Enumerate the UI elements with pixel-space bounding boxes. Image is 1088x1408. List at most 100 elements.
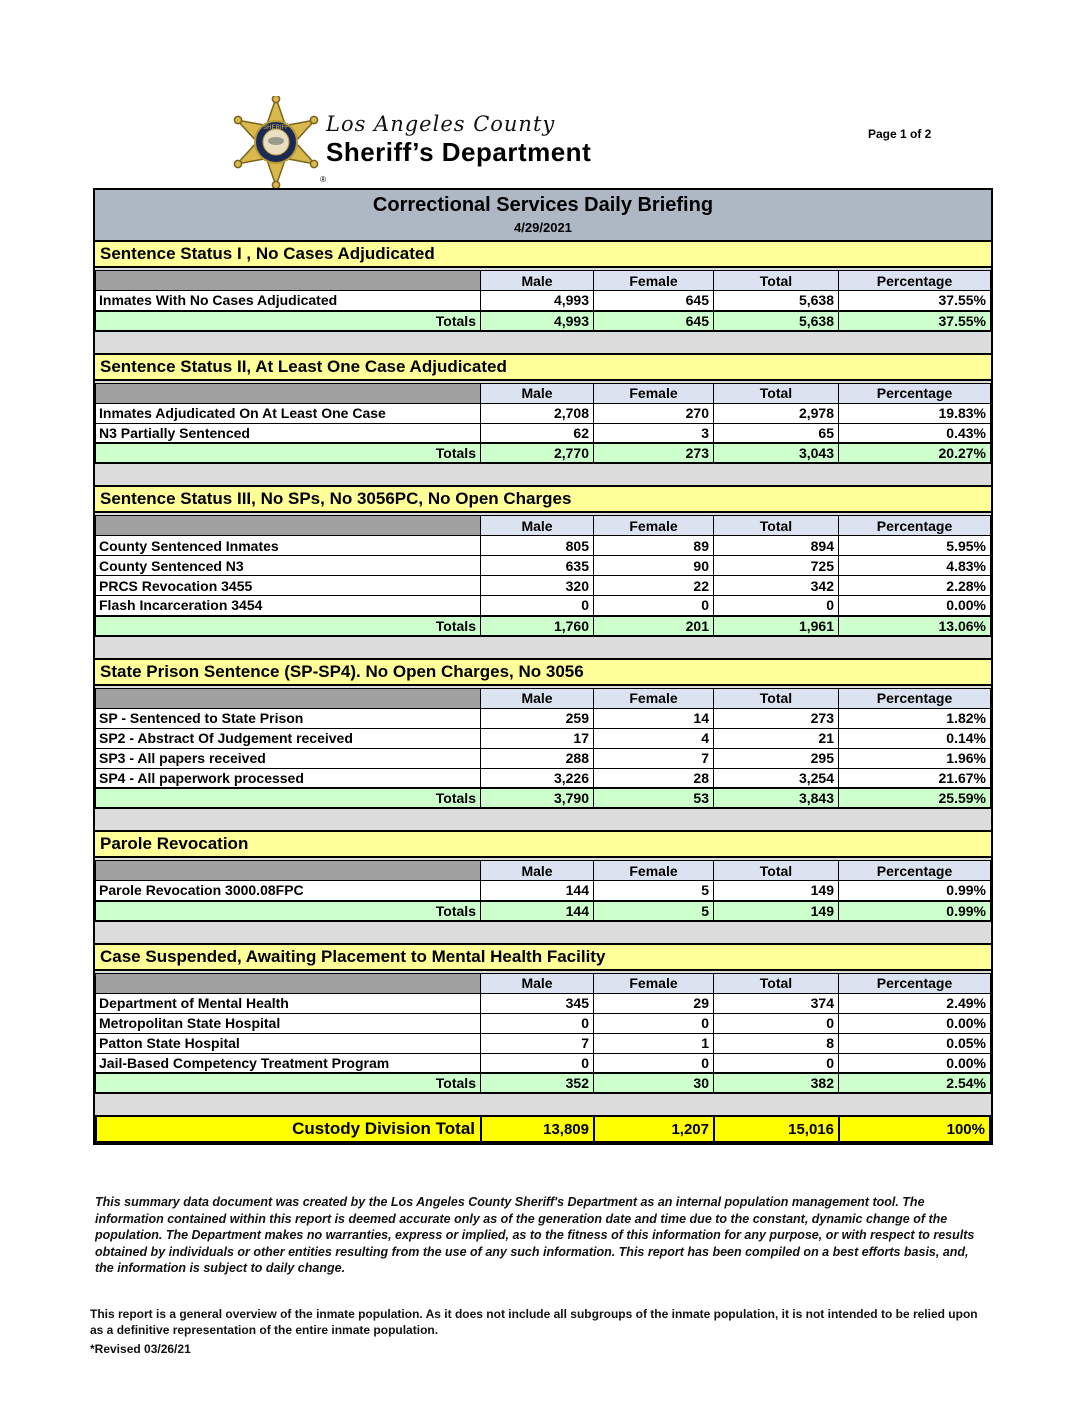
section-table: Male Female Total Percentage Department …	[95, 972, 991, 1094]
grand-total-percentage: 100%	[838, 1115, 991, 1143]
column-header-spacer	[95, 972, 481, 994]
totals-male: 4,993	[480, 309, 594, 332]
totals-male: 3,790	[480, 787, 594, 809]
column-header-spacer	[95, 860, 481, 881]
table-row: Inmates With No Cases Adjudicated 4,993 64…	[95, 290, 991, 311]
column-header-spacer	[95, 270, 481, 291]
row-total: 8	[713, 1032, 839, 1054]
column-header-male: Male	[480, 382, 594, 404]
row-female: 29	[593, 992, 714, 1014]
column-header-female: Female	[593, 382, 714, 404]
column-header-female: Female	[593, 972, 714, 994]
column-header-male: Male	[480, 860, 594, 881]
totals-row: Totals 2,770 273 3,043 20.27%	[95, 442, 991, 464]
section-header: Sentence Status III, No SPs, No 3056PC, …	[95, 485, 991, 513]
row-male: 2,708	[480, 402, 594, 424]
report-sections: Sentence Status I , No Cases Adjudicated…	[95, 240, 991, 1094]
row-total: 295	[713, 747, 839, 769]
row-percentage: 0.43%	[838, 422, 991, 444]
column-header-percentage: Percentage	[838, 860, 991, 881]
agency-header: Los Angeles County Sheriff’s Department	[326, 112, 591, 168]
row-label: County Sentenced Inmates	[95, 535, 481, 556]
row-total: 149	[713, 880, 839, 901]
section-header: Parole Revocation	[95, 830, 991, 858]
row-percentage: 0.14%	[838, 727, 991, 749]
report-title: Correctional Services Daily Briefing	[372, 194, 714, 216]
row-female: 1	[593, 1032, 714, 1054]
table-row: Patton State Hospital 7 1 8 0.05%	[95, 1032, 991, 1054]
report-section: Case Suspended, Awaiting Placement to Me…	[95, 942, 991, 1094]
report-section: Sentence Status III, No SPs, No 3056PC, …	[95, 485, 991, 637]
row-percentage: 2.28%	[838, 575, 991, 596]
table-row: SP3 - All papers received 288 7 295 1.96%	[95, 747, 991, 769]
column-header-total: Total	[713, 972, 839, 994]
totals-male: 144	[480, 899, 594, 922]
column-header-total: Total	[713, 860, 839, 881]
totals-percentage: 2.54%	[838, 1072, 991, 1094]
row-percentage: 5.95%	[838, 535, 991, 556]
row-female: 22	[593, 575, 714, 596]
totals-row: Totals 3,790 53 3,843 25.59%	[95, 787, 991, 809]
column-header-male: Male	[480, 270, 594, 291]
totals-percentage: 0.99%	[838, 899, 991, 922]
page-number: Page 1 of 2	[868, 127, 932, 141]
column-header-male: Male	[480, 515, 594, 536]
table-row: N3 Partially Sentenced 62 3 65 0.43%	[95, 422, 991, 444]
row-male: 3,226	[480, 767, 594, 789]
section-header: Sentence Status I , No Cases Adjudicated	[95, 240, 991, 268]
totals-total: 149	[713, 899, 839, 922]
totals-row: Totals 144 5 149 0.99%	[95, 899, 991, 922]
report-section: Parole Revocation Male Female Total Perc…	[95, 830, 991, 922]
table-row: PRCS Revocation 3455 320 22 342 2.28%	[95, 575, 991, 596]
row-percentage: 2.49%	[838, 992, 991, 1014]
report-section: State Prison Sentence (SP-SP4). No Open …	[95, 657, 991, 809]
row-percentage: 1.96%	[838, 747, 991, 769]
column-header-male: Male	[480, 972, 594, 994]
totals-total: 1,961	[713, 614, 839, 637]
grand-total-total: 15,016	[713, 1115, 840, 1143]
row-male: 7	[480, 1032, 594, 1054]
totals-male: 352	[480, 1072, 594, 1094]
totals-row: Totals 352 30 382 2.54%	[95, 1072, 991, 1094]
grand-total: Custody Division Total 13,809 1,207 15,0…	[95, 1115, 991, 1143]
row-female: 0	[593, 595, 714, 616]
grand-total-label: Custody Division Total	[95, 1115, 482, 1143]
column-header-percentage: Percentage	[838, 382, 991, 404]
section-header: State Prison Sentence (SP-SP4). No Open …	[95, 657, 991, 686]
table-row: County Sentenced Inmates 805 89 894 5.95%	[95, 535, 991, 556]
row-percentage: 0.99%	[838, 880, 991, 901]
row-male: 345	[480, 992, 594, 1014]
totals-label: Totals	[95, 899, 481, 922]
row-male: 0	[480, 595, 594, 616]
row-label: N3 Partially Sentenced	[95, 422, 481, 444]
agency-location: Los Angeles County	[326, 112, 556, 136]
report-block: Correctional Services Daily Briefing 4/2…	[93, 188, 993, 1145]
row-total: 65	[713, 422, 839, 444]
sheriff-star-badge-icon: SHERIFF ®	[230, 94, 326, 190]
column-header-percentage: Percentage	[838, 687, 991, 709]
row-percentage: 37.55%	[838, 290, 991, 311]
column-header-row: Male Female Total Percentage	[95, 972, 991, 994]
row-female: 0	[593, 1052, 714, 1074]
totals-male: 1,760	[480, 614, 594, 637]
row-percentage: 0.00%	[838, 595, 991, 616]
row-male: 17	[480, 727, 594, 749]
totals-row: Totals 4,993 645 5,638 37.55%	[95, 309, 991, 332]
revision-note: *Revised 03/26/21	[90, 1342, 191, 1356]
section-table: Male Female Total Percentage Inmates Wit…	[95, 270, 991, 332]
report-date: 4/29/2021	[514, 220, 572, 235]
totals-total: 3,843	[713, 787, 839, 809]
row-male: 0	[480, 1012, 594, 1034]
row-total: 273	[713, 707, 839, 729]
section-table: Male Female Total Percentage Parole Revo…	[95, 860, 991, 922]
section-table: Male Female Total Percentage County Sent…	[95, 515, 991, 637]
row-label: PRCS Revocation 3455	[95, 575, 481, 596]
row-label: SP4 - All paperwork processed	[95, 767, 481, 789]
totals-percentage: 25.59%	[838, 787, 991, 809]
row-male: 144	[480, 880, 594, 901]
row-percentage: 4.83%	[838, 555, 991, 576]
row-label: SP2 - Abstract Of Judgement received	[95, 727, 481, 749]
row-label: SP - Sentenced to State Prison	[95, 707, 481, 729]
column-header-row: Male Female Total Percentage	[95, 687, 991, 709]
row-label: Flash Incarceration 3454	[95, 595, 481, 616]
